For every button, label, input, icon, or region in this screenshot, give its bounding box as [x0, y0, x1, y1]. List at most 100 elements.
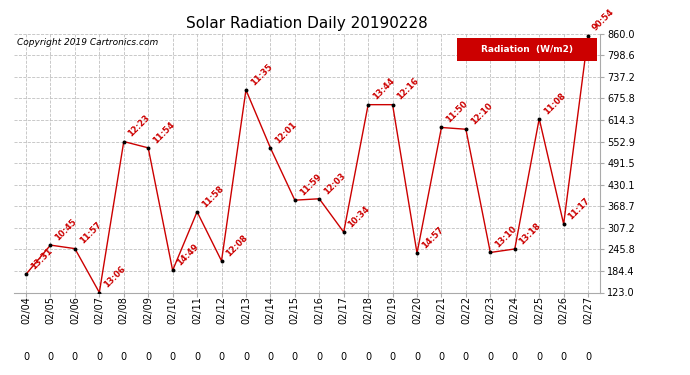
- Point: [387, 102, 398, 108]
- Text: 02/16: 02/16: [314, 296, 324, 324]
- Text: 0: 0: [414, 352, 420, 363]
- Point: [21, 271, 32, 277]
- Text: 11:59: 11:59: [297, 172, 323, 197]
- Point: [582, 33, 593, 39]
- Text: 0: 0: [512, 352, 518, 363]
- Text: 11:58: 11:58: [200, 184, 225, 209]
- Text: 0: 0: [438, 352, 444, 363]
- Text: 0: 0: [97, 352, 102, 363]
- Text: 0: 0: [194, 352, 200, 363]
- Point: [192, 209, 203, 215]
- Text: 12:03: 12:03: [322, 171, 347, 196]
- Text: 02/27: 02/27: [583, 296, 593, 324]
- Text: 02/08: 02/08: [119, 296, 129, 324]
- Text: 02/20: 02/20: [412, 296, 422, 324]
- Point: [509, 246, 520, 252]
- Text: 02/07: 02/07: [95, 296, 104, 324]
- Text: 13:31: 13:31: [29, 246, 54, 272]
- Text: 02/04: 02/04: [21, 296, 31, 324]
- Text: 0: 0: [463, 352, 469, 363]
- Text: 13:44: 13:44: [371, 76, 396, 102]
- Text: 02/09: 02/09: [144, 296, 153, 324]
- Text: 0: 0: [267, 352, 273, 363]
- Point: [167, 267, 178, 273]
- Text: 12:16: 12:16: [395, 76, 421, 102]
- Point: [485, 249, 496, 255]
- Text: 0: 0: [48, 352, 54, 363]
- Text: 12:10: 12:10: [469, 101, 494, 126]
- Text: 02/26: 02/26: [559, 296, 569, 324]
- Point: [94, 290, 105, 296]
- Point: [533, 116, 544, 122]
- Text: 10:34: 10:34: [346, 204, 372, 230]
- Title: Solar Radiation Daily 20190228: Solar Radiation Daily 20190228: [186, 16, 428, 31]
- Text: 14:57: 14:57: [420, 225, 445, 251]
- Text: 11:50: 11:50: [444, 99, 469, 125]
- Text: 02/25: 02/25: [534, 296, 544, 324]
- Text: 02/13: 02/13: [241, 296, 251, 324]
- Text: 12:01: 12:01: [273, 120, 299, 145]
- Point: [460, 126, 471, 132]
- Text: 02/11: 02/11: [192, 296, 202, 324]
- Text: Radiation  (W/m2): Radiation (W/m2): [481, 45, 573, 54]
- Text: 0: 0: [585, 352, 591, 363]
- Point: [411, 250, 422, 256]
- Text: 0: 0: [365, 352, 371, 363]
- Text: 0: 0: [536, 352, 542, 363]
- Text: 10:45: 10:45: [53, 217, 79, 242]
- Text: 13:10: 13:10: [493, 225, 518, 250]
- Point: [70, 246, 81, 252]
- Text: 02/15: 02/15: [290, 296, 300, 324]
- Text: 12:08: 12:08: [224, 233, 250, 258]
- Text: 0: 0: [292, 352, 298, 363]
- Text: 0: 0: [316, 352, 322, 363]
- Text: 0: 0: [72, 352, 78, 363]
- Text: 02/18: 02/18: [363, 296, 373, 324]
- Text: 02/05: 02/05: [46, 296, 55, 324]
- Text: 0: 0: [390, 352, 395, 363]
- Point: [314, 196, 325, 202]
- Text: 13:06: 13:06: [102, 264, 127, 290]
- Text: 12:23: 12:23: [126, 114, 152, 139]
- Text: 02/21: 02/21: [437, 296, 446, 324]
- Point: [363, 102, 374, 108]
- Text: Copyright 2019 Cartronics.com: Copyright 2019 Cartronics.com: [17, 38, 158, 46]
- Point: [118, 138, 129, 144]
- Text: 90:54: 90:54: [591, 8, 616, 33]
- Text: 0: 0: [121, 352, 127, 363]
- Point: [240, 87, 251, 93]
- Text: 02/14: 02/14: [266, 296, 275, 324]
- Point: [436, 124, 447, 130]
- Point: [265, 145, 276, 151]
- Text: 11:08: 11:08: [542, 91, 567, 116]
- Text: 0: 0: [487, 352, 493, 363]
- Text: 0: 0: [219, 352, 224, 363]
- Text: 13:18: 13:18: [518, 221, 543, 246]
- Text: 02/10: 02/10: [168, 296, 177, 324]
- FancyBboxPatch shape: [457, 38, 598, 61]
- Text: 02/19: 02/19: [388, 296, 397, 324]
- Text: 02/22: 02/22: [461, 296, 471, 324]
- Text: 14:49: 14:49: [175, 242, 201, 268]
- Point: [338, 229, 349, 235]
- Text: 02/06: 02/06: [70, 296, 80, 324]
- Text: 0: 0: [243, 352, 249, 363]
- Text: 02/23: 02/23: [485, 296, 495, 324]
- Text: 0: 0: [145, 352, 151, 363]
- Point: [558, 221, 569, 227]
- Text: 02/24: 02/24: [510, 296, 520, 324]
- Point: [289, 197, 300, 203]
- Text: 02/17: 02/17: [339, 296, 348, 324]
- Text: 0: 0: [170, 352, 176, 363]
- Point: [45, 242, 56, 248]
- Point: [143, 145, 154, 151]
- Point: [216, 258, 227, 264]
- Text: 02/12: 02/12: [217, 296, 226, 324]
- Text: 0: 0: [23, 352, 29, 363]
- Text: 0: 0: [341, 352, 347, 363]
- Text: 11:35: 11:35: [248, 62, 274, 87]
- Text: 11:17: 11:17: [566, 196, 592, 221]
- Text: 11:57: 11:57: [78, 220, 103, 246]
- Text: 11:54: 11:54: [151, 120, 177, 145]
- Text: 0: 0: [560, 352, 566, 363]
